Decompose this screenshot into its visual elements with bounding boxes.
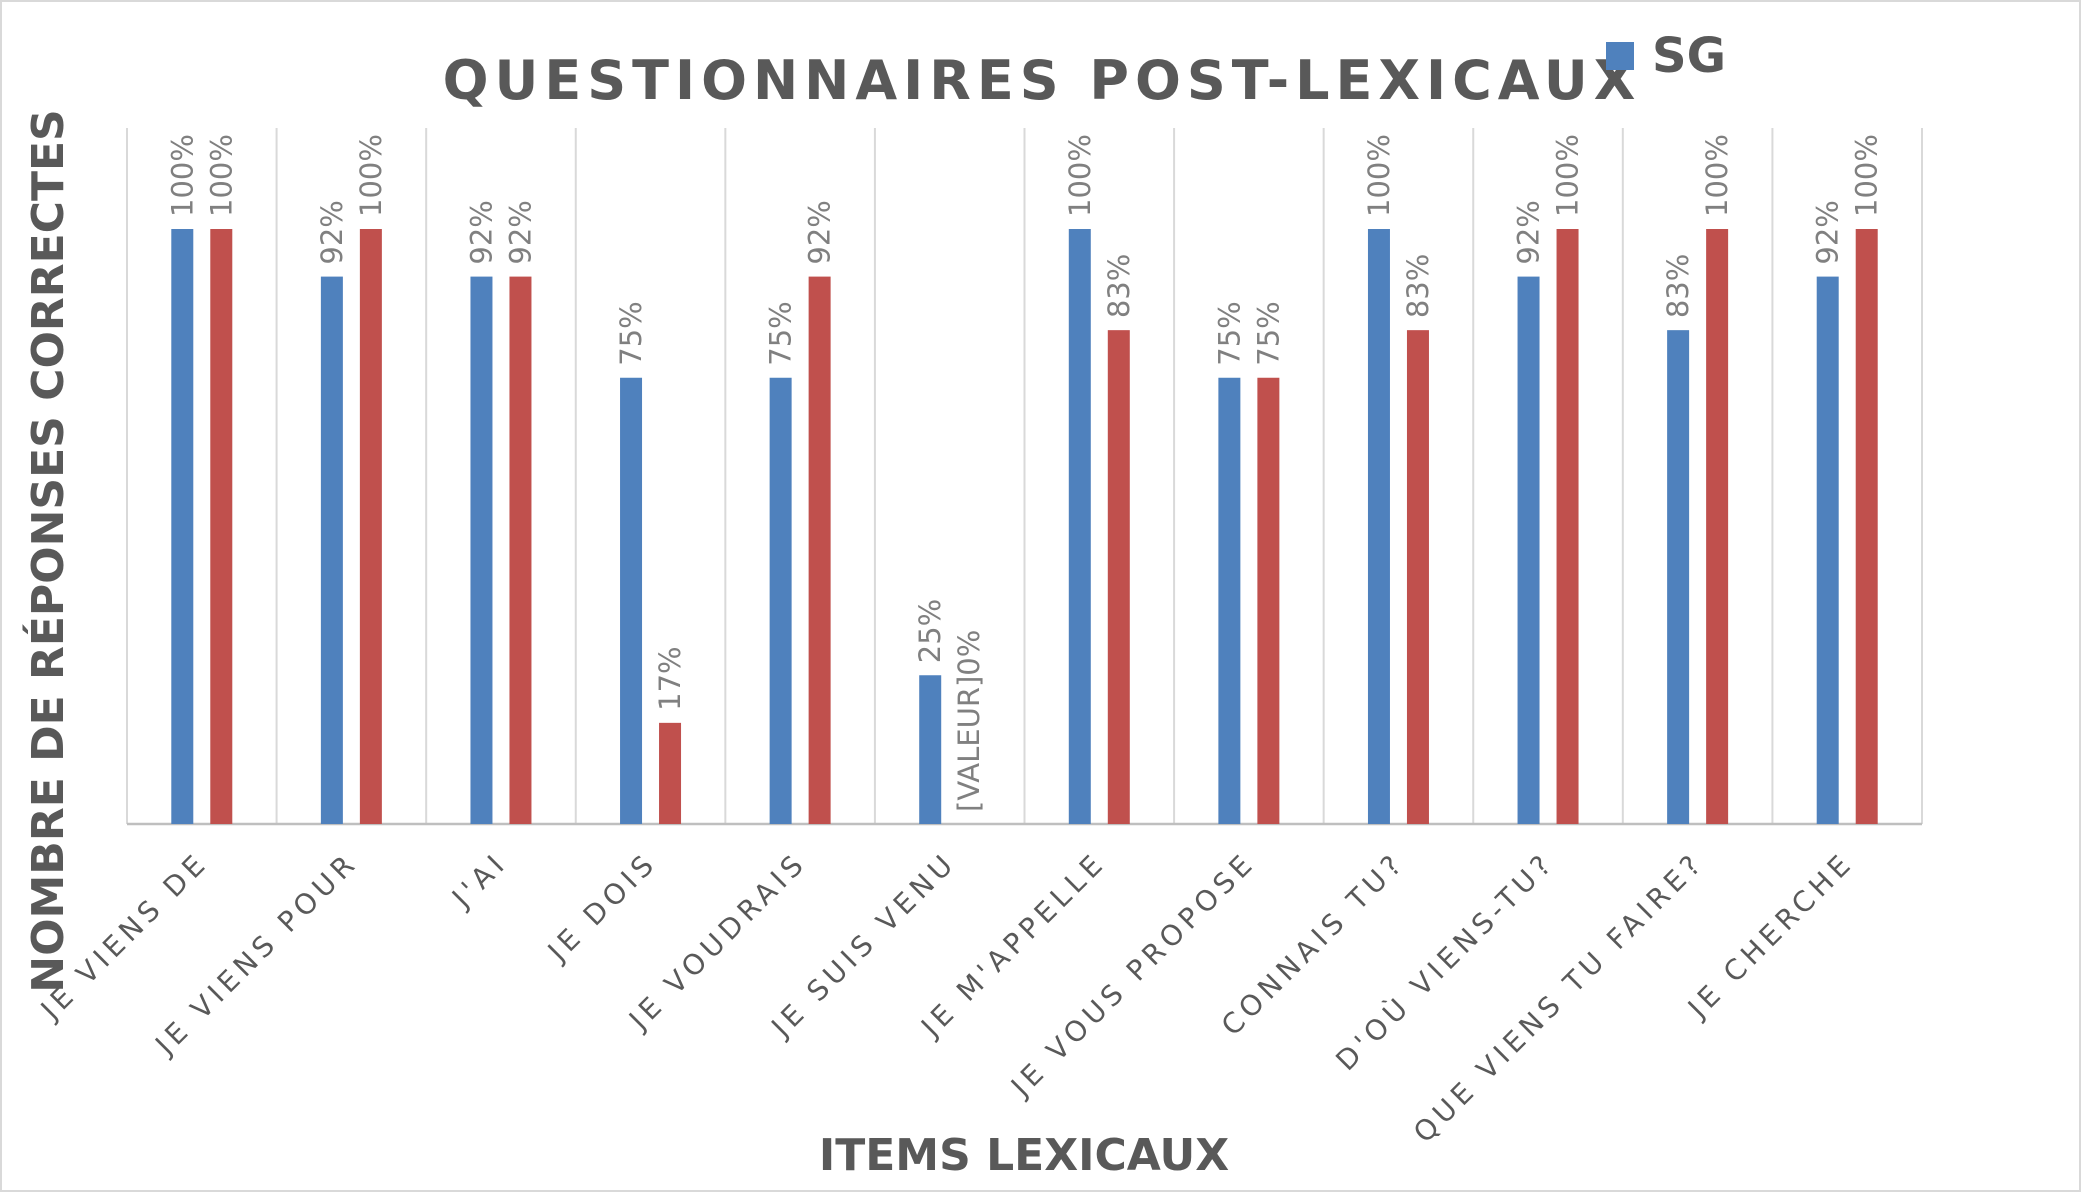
category-label-11: QUE VIENS TU FAIRE? bbox=[1407, 846, 1711, 1150]
bar-series-1-2 bbox=[320, 276, 343, 825]
bar-series-2-1 bbox=[210, 229, 233, 824]
bar-series-2-10 bbox=[1556, 229, 1579, 824]
bar-series-1-12 bbox=[1816, 276, 1839, 825]
bar-series-2-4 bbox=[659, 722, 682, 824]
data-label-series-2-1: 100% bbox=[204, 134, 238, 217]
bar-series-1-1 bbox=[171, 229, 194, 824]
category-label-8: JE VOUS PROPOSE bbox=[1003, 846, 1261, 1104]
data-label-series-1-10: 92% bbox=[1512, 200, 1546, 264]
bar-series-2-8 bbox=[1257, 377, 1280, 824]
bar-series-2-2 bbox=[359, 229, 382, 824]
category-label-4: JE DOIS bbox=[540, 846, 663, 969]
bar-series-1-11 bbox=[1667, 330, 1690, 824]
data-label-series-2-6: [VALEUR]0% bbox=[952, 630, 986, 812]
bar-series-1-4 bbox=[620, 377, 643, 824]
bar-series-1-5 bbox=[769, 377, 792, 824]
data-label-series-1-6: 25% bbox=[913, 599, 947, 663]
legend-label-sg: SG bbox=[1652, 28, 1726, 84]
data-label-series-1-4: 75% bbox=[614, 301, 648, 365]
category-label-3: J'AI bbox=[444, 846, 514, 916]
bar-series-1-6 bbox=[919, 675, 942, 824]
data-label-series-2-9: 83% bbox=[1401, 254, 1435, 318]
data-label-series-1-7: 100% bbox=[1063, 134, 1097, 217]
y-axis-title: NOMBRE DE RÉPONSES CORRECTES bbox=[21, 109, 74, 992]
data-label-series-1-5: 75% bbox=[764, 301, 798, 365]
x-axis-title: ITEMS LEXICAUX bbox=[819, 1130, 1229, 1181]
data-label-series-2-12: 100% bbox=[1850, 134, 1884, 217]
data-label-series-1-11: 83% bbox=[1661, 254, 1695, 318]
data-label-series-1-1: 100% bbox=[165, 134, 199, 217]
bar-series-1-10 bbox=[1517, 276, 1540, 825]
bar-series-2-5 bbox=[808, 276, 831, 825]
data-label-series-2-4: 17% bbox=[653, 646, 687, 710]
bar-series-1-3 bbox=[470, 276, 493, 825]
data-label-series-2-11: 100% bbox=[1700, 134, 1734, 217]
bar-series-1-7 bbox=[1068, 229, 1091, 824]
bar-series-2-7 bbox=[1107, 330, 1130, 824]
data-label-series-2-3: 92% bbox=[503, 200, 537, 264]
data-label-series-1-8: 75% bbox=[1212, 301, 1246, 365]
data-label-series-2-5: 92% bbox=[803, 200, 837, 264]
data-label-series-1-12: 92% bbox=[1811, 200, 1845, 264]
bar-series-1-8 bbox=[1218, 377, 1241, 824]
bar-series-1-9 bbox=[1367, 229, 1390, 824]
bars bbox=[171, 229, 1878, 825]
data-label-series-2-2: 100% bbox=[354, 134, 388, 217]
bar-series-2-12 bbox=[1855, 229, 1878, 824]
bar-series-2-11 bbox=[1706, 229, 1729, 824]
data-label-series-2-7: 83% bbox=[1102, 254, 1136, 318]
category-label-12: JE CHERCHE bbox=[1680, 846, 1860, 1026]
bar-series-2-3 bbox=[509, 276, 532, 825]
data-label-series-1-2: 92% bbox=[315, 200, 349, 264]
data-label-series-2-10: 100% bbox=[1551, 134, 1585, 217]
data-label-series-2-8: 75% bbox=[1251, 301, 1285, 365]
legend-swatch-sg bbox=[1606, 42, 1634, 70]
data-label-series-1-9: 100% bbox=[1362, 134, 1396, 217]
bar-series-2-9 bbox=[1406, 330, 1429, 824]
data-labels: 100% 100%92%100%92% 92%75%17%75%92%25% [VAL… bbox=[165, 134, 1883, 812]
grid-lines bbox=[126, 128, 1923, 826]
data-label-series-1-3: 92% bbox=[464, 200, 498, 264]
chart-title: QUESTIONNAIRES POST-LEXICAUX bbox=[443, 49, 1642, 112]
